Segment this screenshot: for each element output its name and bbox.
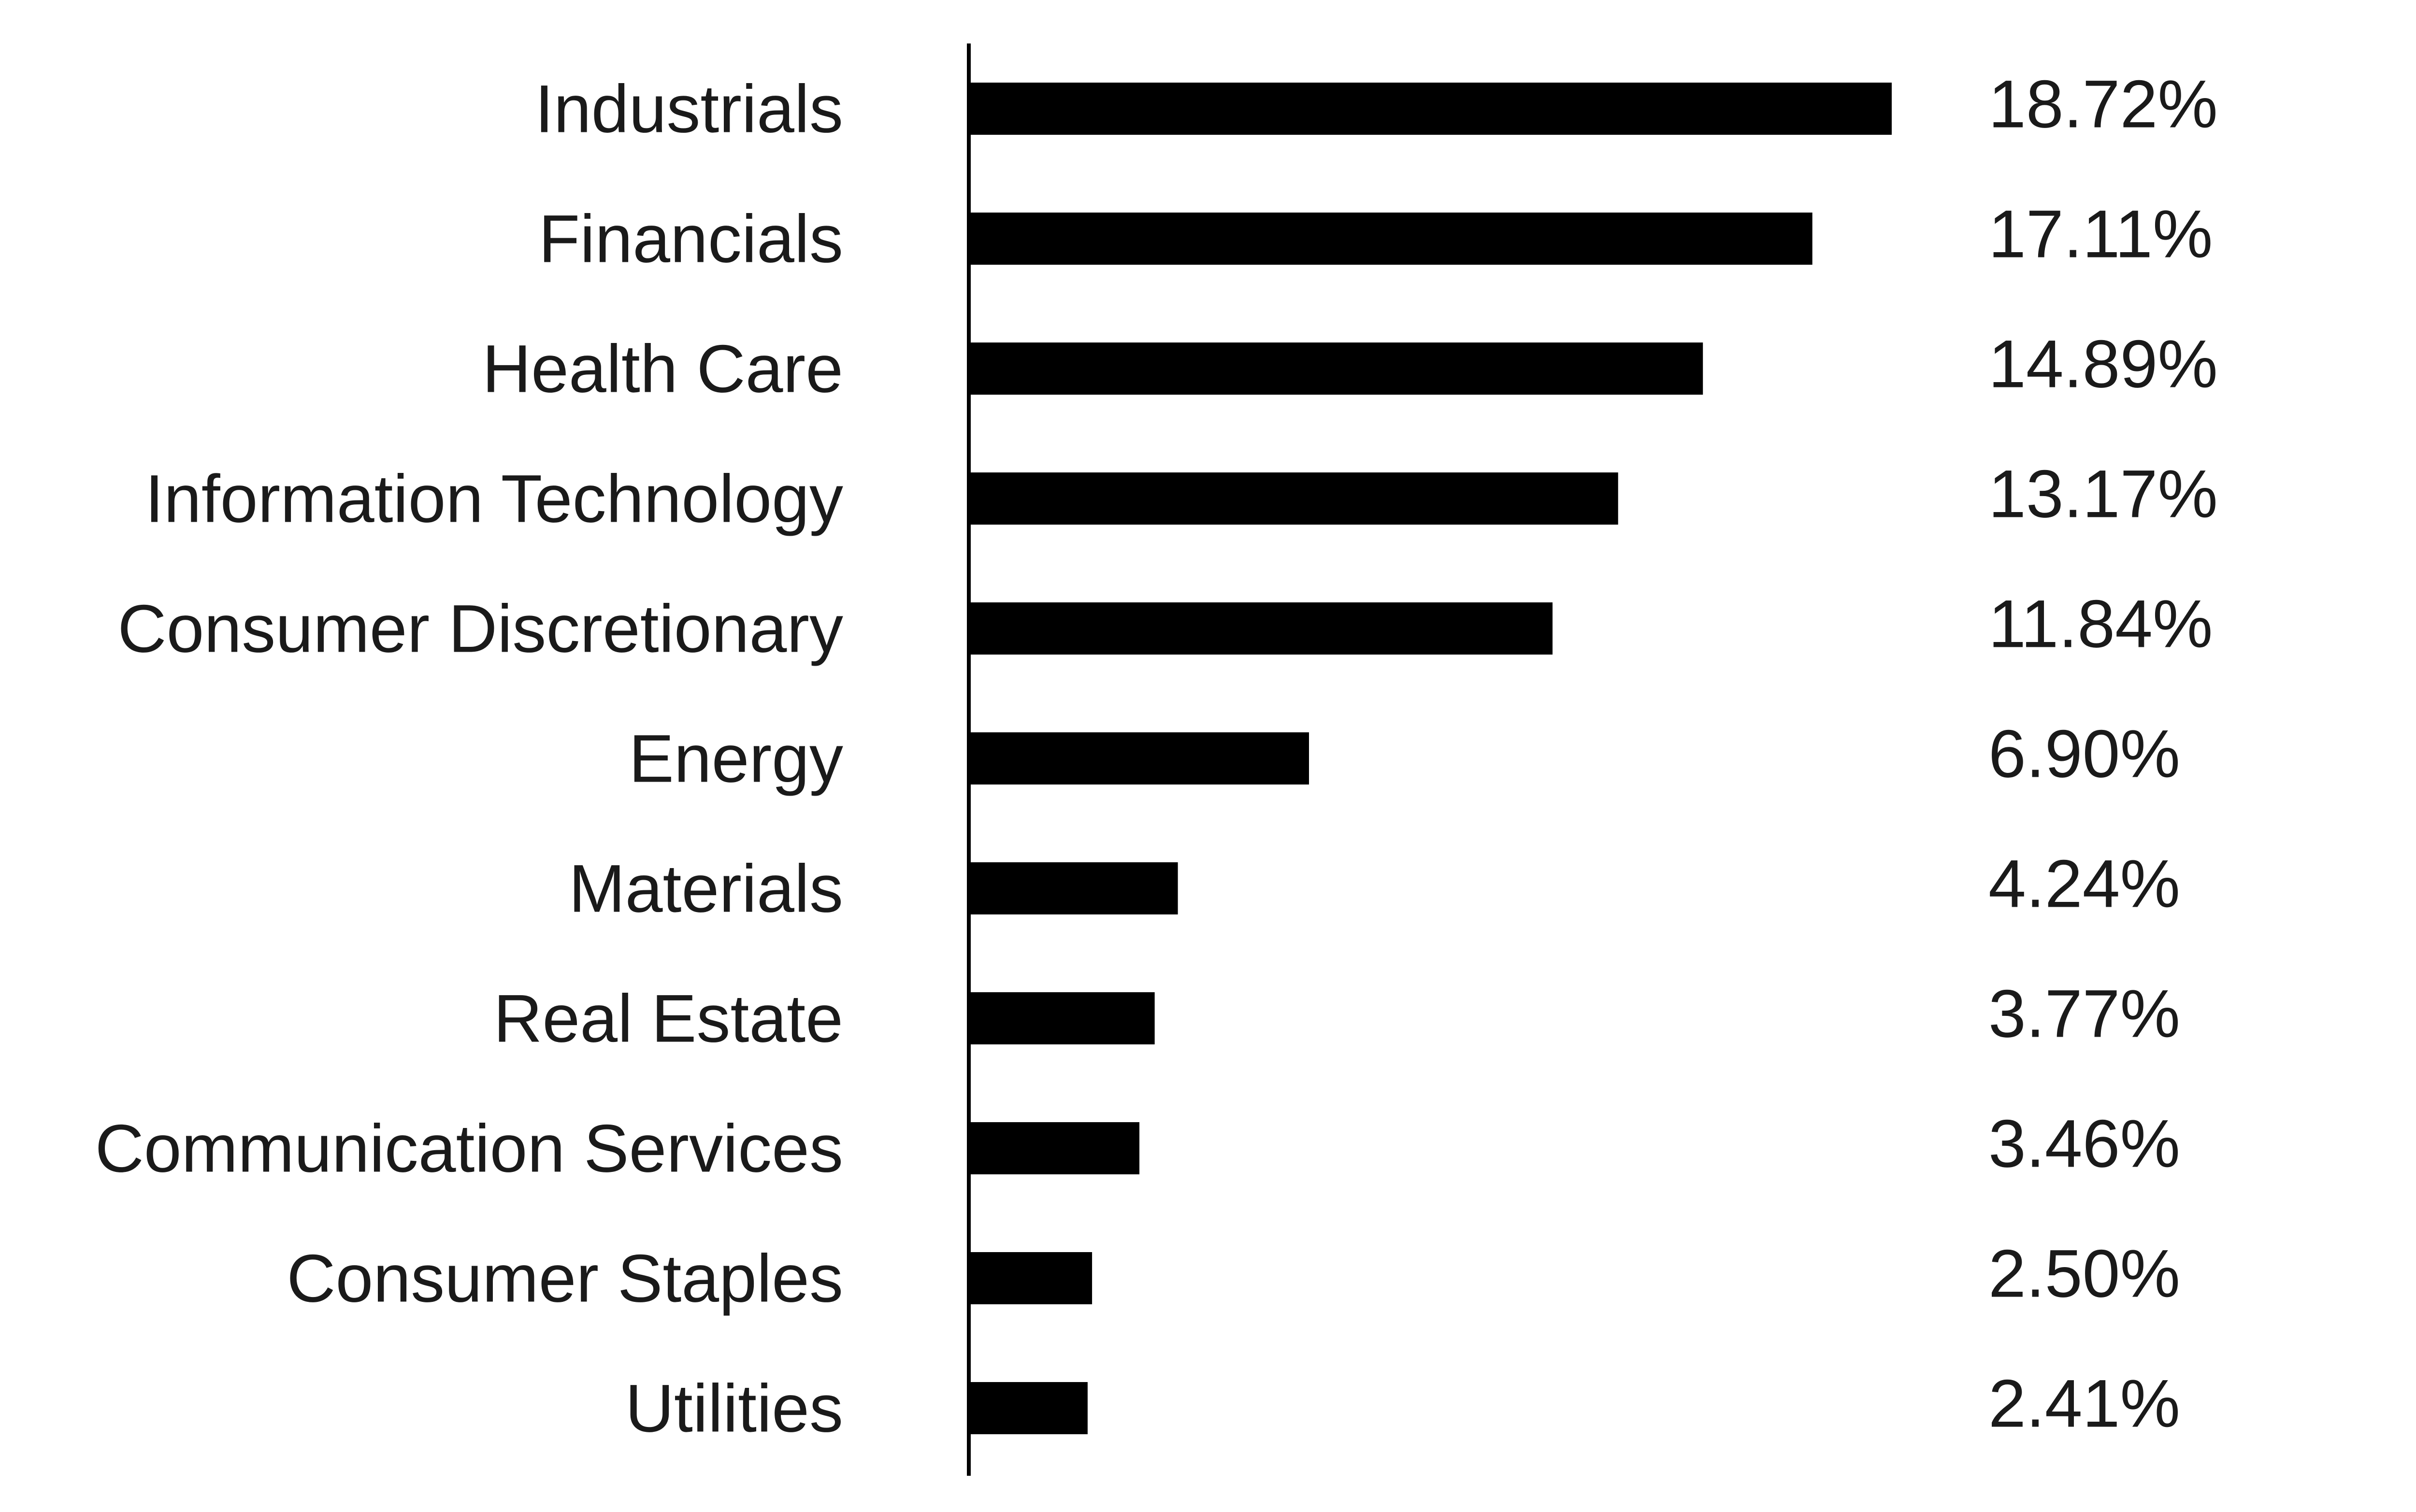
bars-layer: [969, 83, 1892, 1434]
category-label: Energy: [629, 721, 843, 797]
value-label: 6.90%: [1988, 716, 2180, 792]
value-label: 18.72%: [1988, 66, 2218, 142]
category-label: Health Care: [482, 331, 843, 407]
value-label: 2.41%: [1988, 1366, 2180, 1441]
category-label: Real Estate: [493, 981, 843, 1056]
category-labels-layer: Industrials Financials Health Care Informat…: [95, 71, 843, 1446]
value-label: 2.50%: [1988, 1236, 2180, 1312]
category-label: Communication Services: [95, 1111, 843, 1186]
category-label: Consumer Discretionary: [117, 591, 843, 667]
bar: [969, 83, 1892, 135]
value-label: 13.17%: [1988, 456, 2218, 532]
category-label: Consumer Staples: [287, 1241, 843, 1316]
bar: [969, 342, 1703, 395]
category-label: Financials: [539, 201, 843, 277]
bar: [969, 862, 1178, 914]
value-label: 17.11%: [1988, 196, 2213, 272]
category-label: Materials: [569, 851, 843, 927]
bar: [969, 213, 1812, 265]
bar: [969, 602, 1553, 655]
value-label: 3.77%: [1988, 976, 2180, 1052]
value-label: 4.24%: [1988, 846, 2180, 922]
value-labels-layer: 18.72% 17.11% 14.89% 13.17% 11.84% 6.90% 4.24%…: [1988, 66, 2218, 1441]
category-label: Information Technology: [145, 461, 843, 537]
value-label: 14.89%: [1988, 326, 2218, 402]
bar: [969, 1382, 1088, 1434]
value-label: 11.84%: [1988, 586, 2213, 662]
value-label: 3.46%: [1988, 1106, 2180, 1182]
category-label: Industrials: [535, 71, 843, 147]
bar: [969, 472, 1618, 525]
category-label: Utilities: [625, 1370, 843, 1446]
bar: [969, 1252, 1093, 1304]
bar: [969, 992, 1155, 1044]
bar: [969, 1122, 1140, 1174]
bar: [969, 732, 1309, 785]
